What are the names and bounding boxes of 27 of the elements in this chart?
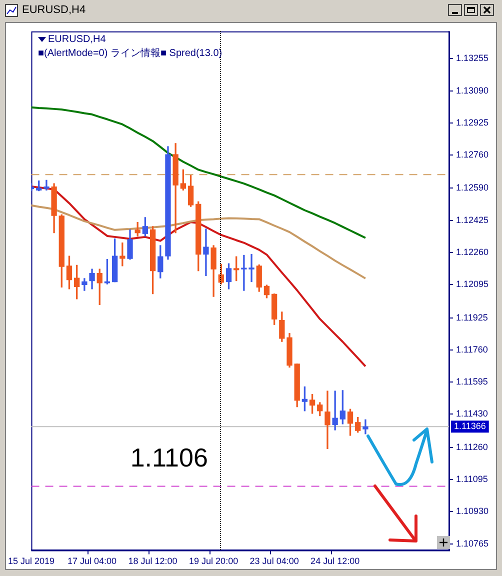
y-tick-label: 1.11260 [456, 442, 488, 452]
y-tick-label: 1.11095 [456, 474, 488, 484]
y-tick-label: 1.10930 [456, 506, 489, 516]
x-tick-label: 18 Jul 12:00 [128, 556, 178, 566]
y-tick-label: 1.11925 [456, 312, 488, 322]
x-tick-label: 24 Jul 12:00 [310, 556, 360, 566]
y-tick-label: 1.12760 [456, 150, 489, 160]
y-tick-label: 1.12260 [456, 247, 489, 258]
y-tick-label: 1.11430 [456, 408, 488, 419]
x-tick-label: 17 Jul 04:00 [68, 556, 117, 566]
y-tick-label: 1.12425 [456, 214, 489, 225]
chart-title: EURUSD,H4 [48, 33, 106, 46]
y-tick-label: 1.12095 [456, 279, 489, 290]
y-tick-label: 1.10765 [456, 538, 489, 548]
y-tick-label: 1.13255 [456, 53, 489, 64]
x-tick-label: 19 Jul 20:00 [189, 556, 238, 566]
y-tick-label: 1.12590 [456, 182, 489, 193]
x-tick-label: 15 Jul 2019 [8, 556, 55, 566]
y-tick-label: 1.13090 [456, 85, 489, 96]
chart-title: EURUSD,H4 [22, 4, 86, 16]
text: ■(AlertMode=0) ライン情報■ Spred(13.0) [38, 46, 222, 60]
annotation: 1.1106 [130, 442, 208, 472]
y-tick-label: 1.11595 [456, 376, 488, 387]
y-tick-label: 1.11760 [456, 344, 488, 354]
ref-line-label: 1.11366 [454, 421, 486, 432]
y-tick-label: 1.12925 [456, 117, 489, 128]
x-tick-label: 23 Jul 04:00 [250, 556, 299, 566]
